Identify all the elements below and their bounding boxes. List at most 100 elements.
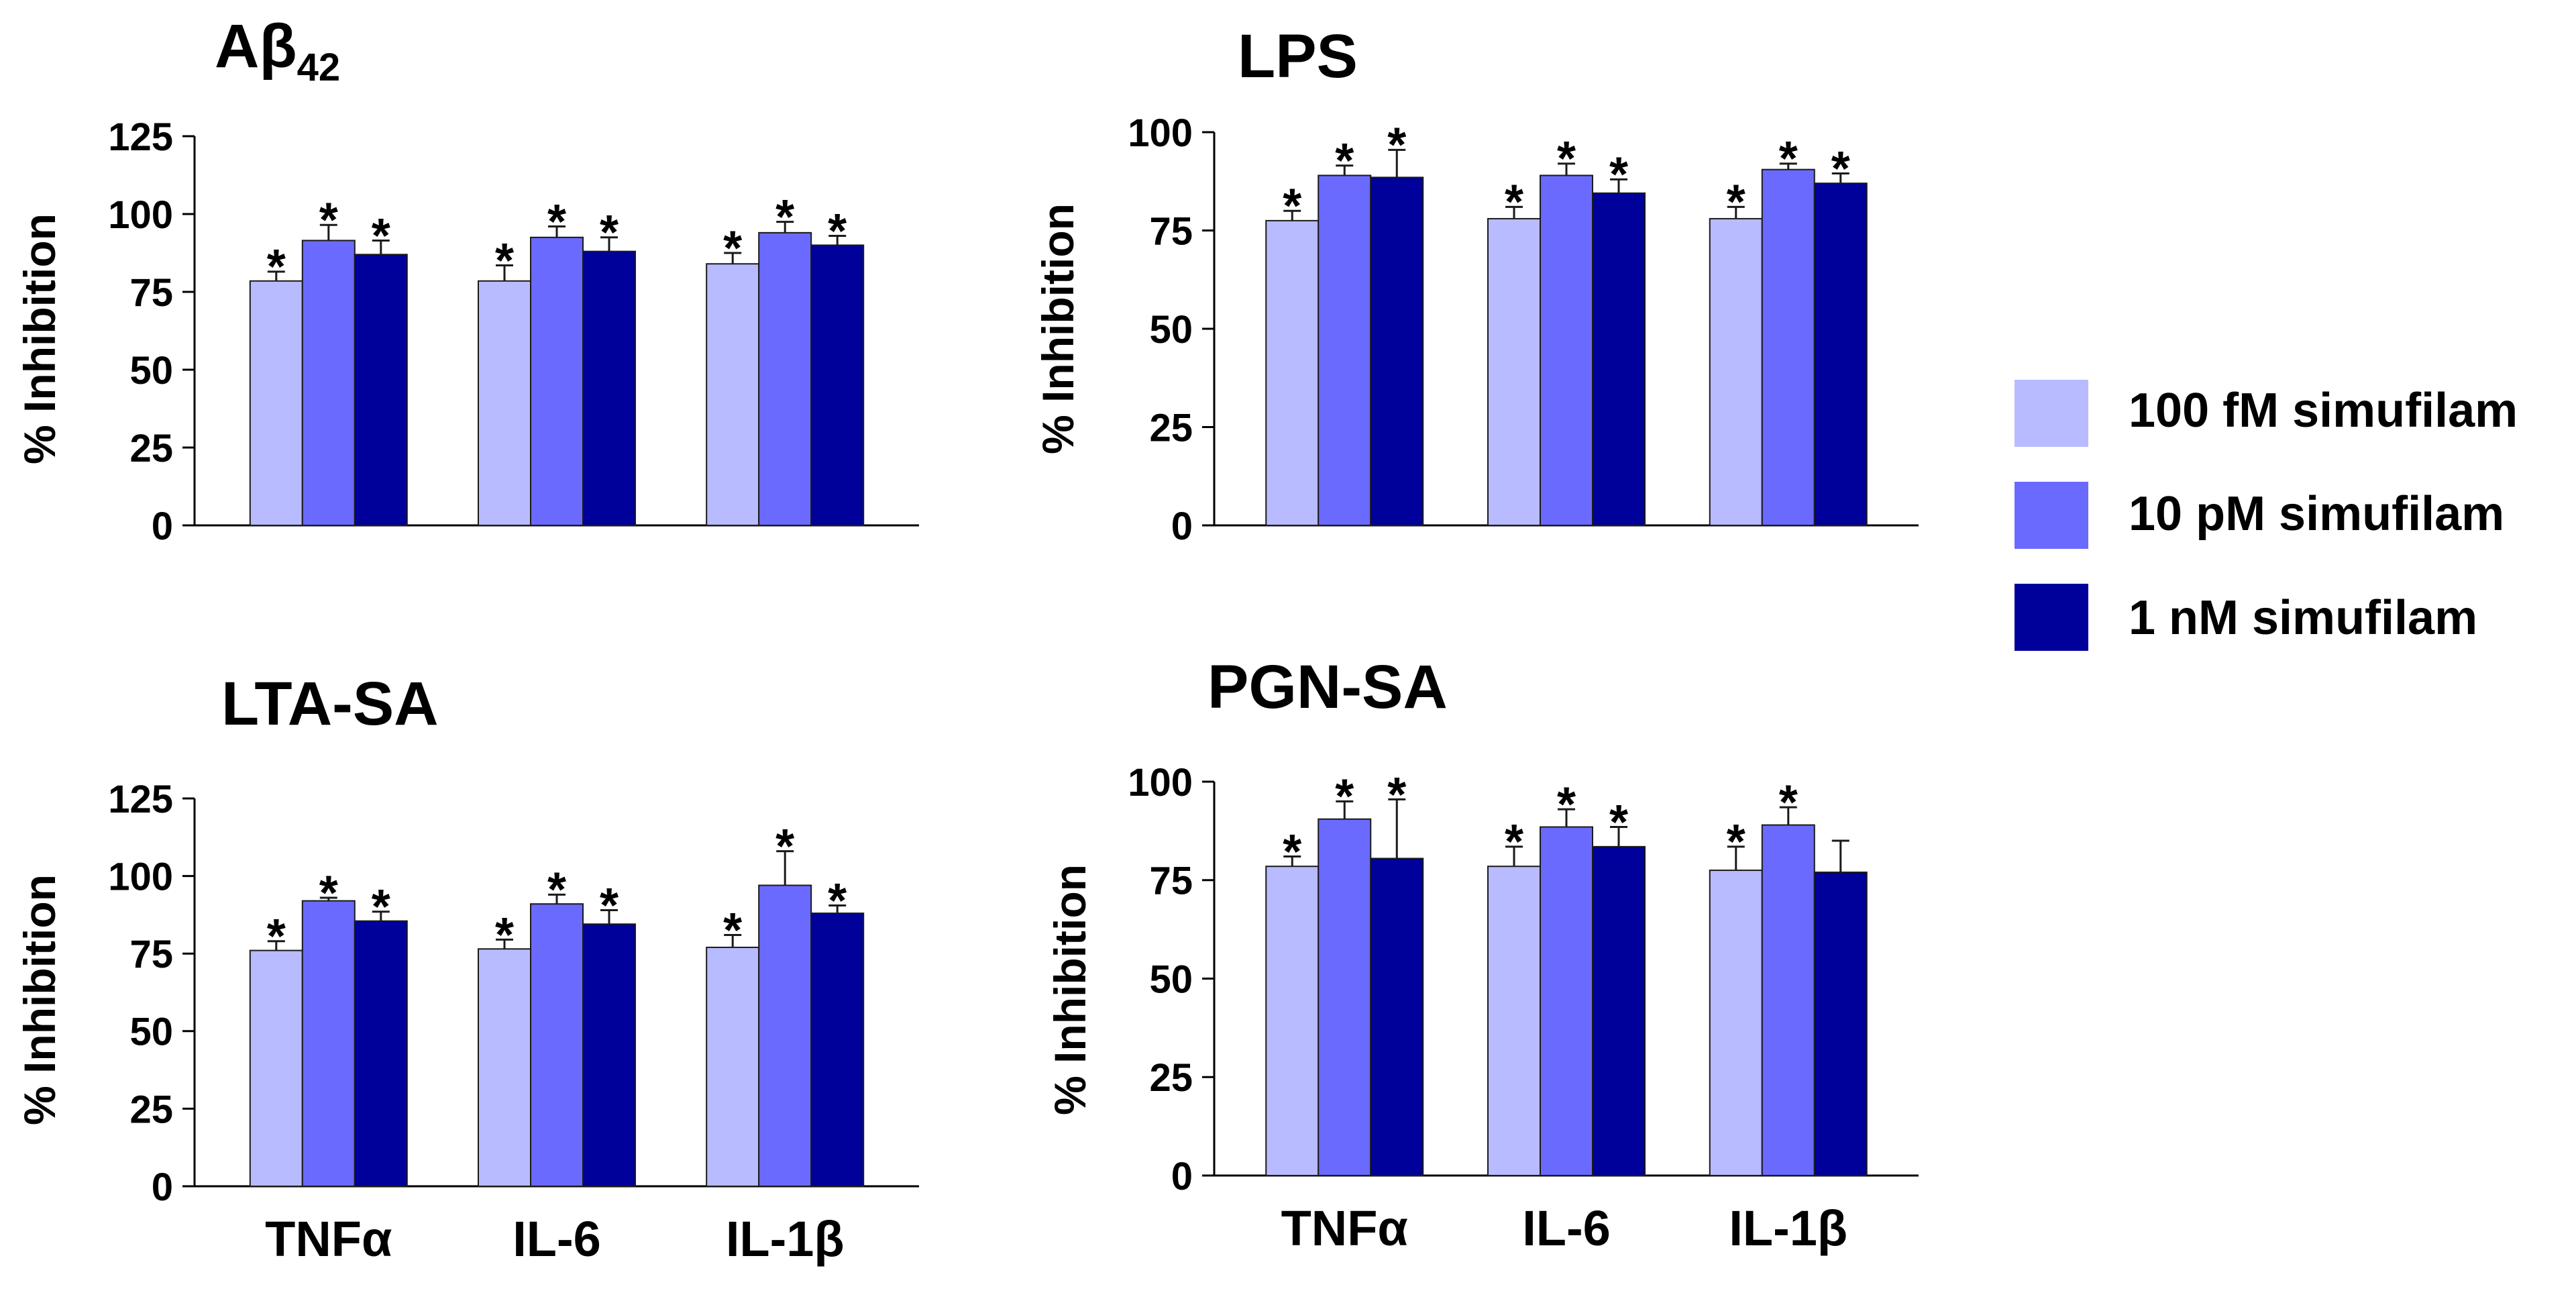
legend-swatch-100fm bbox=[2015, 380, 2088, 447]
legend-label-100fm: 100 fM simufilam bbox=[2129, 384, 2518, 437]
panel-title-main: LPS bbox=[1238, 22, 1358, 91]
bar bbox=[1709, 217, 1763, 526]
significance-star: * bbox=[319, 194, 338, 248]
bar bbox=[582, 250, 636, 526]
bar bbox=[354, 920, 408, 1187]
bar bbox=[1540, 826, 1593, 1176]
y-axis-label: % Inhibition bbox=[1045, 864, 1095, 1115]
y-tick-label: 75 bbox=[1149, 860, 1193, 903]
plot-area: 0 25 50 75 100 125 * * * * * * * * * bbox=[108, 115, 919, 548]
y-tick-label: 50 bbox=[1149, 957, 1193, 1001]
y-tick-label: 125 bbox=[108, 778, 173, 821]
y-tick-label: 50 bbox=[129, 1010, 173, 1054]
bar bbox=[1487, 217, 1541, 526]
plot-area: 0 25 50 75 100 * * * * * * * * * bbox=[1128, 111, 1919, 548]
bar bbox=[758, 884, 812, 1188]
y-tick-label: 0 bbox=[152, 505, 173, 548]
significance-star: * bbox=[828, 874, 847, 928]
bar bbox=[1761, 824, 1815, 1176]
significance-star: * bbox=[267, 910, 286, 964]
bar bbox=[1540, 174, 1593, 526]
y-tick-label: 0 bbox=[152, 1165, 173, 1209]
significance-star: * bbox=[1283, 180, 1301, 233]
panel-title-main: PGN-SA bbox=[1208, 653, 1448, 721]
y-axis-label: % Inhibition bbox=[15, 874, 64, 1125]
bar bbox=[249, 949, 303, 1188]
y-tick-label: 0 bbox=[1171, 505, 1193, 548]
bar bbox=[1370, 176, 1424, 526]
significance-star: * bbox=[1557, 778, 1576, 831]
chart-panel-abeta42: Aβ42 % Inhibition 0 25 50 75 100 125 * * * * * * * * * bbox=[15, 12, 919, 548]
legend-label-1nm: 1 nM simufilam bbox=[2129, 591, 2477, 645]
y-tick-label: 75 bbox=[129, 271, 173, 315]
bar bbox=[301, 240, 356, 526]
bar bbox=[478, 280, 531, 526]
bar bbox=[1370, 857, 1424, 1176]
significance-star: * bbox=[828, 205, 847, 258]
panel-title: Aβ42 bbox=[215, 12, 340, 89]
chart-panel-lta-sa: LTA-SA % Inhibition 0 25 50 75 100 125 * * * TNFα… bbox=[15, 670, 919, 1267]
panel-title-main: LTA-SA bbox=[221, 670, 439, 738]
y-tick-label: 0 bbox=[1171, 1155, 1193, 1198]
panel-title-main: Aβ bbox=[215, 12, 297, 81]
significance-star: * bbox=[1283, 825, 1301, 879]
plot-area: 0 25 50 75 100 125 * * * TNFα * * * IL-6 * * * IL-1β bbox=[108, 778, 919, 1267]
significance-star: * bbox=[372, 880, 390, 934]
panel-title-subscript: 42 bbox=[297, 46, 341, 89]
significance-star: * bbox=[775, 191, 794, 244]
y-tick-label: 25 bbox=[1149, 1056, 1193, 1100]
significance-star: * bbox=[1335, 770, 1354, 824]
y-tick-label: 75 bbox=[129, 933, 173, 976]
bar bbox=[1709, 870, 1763, 1176]
significance-star: * bbox=[1779, 132, 1798, 186]
y-tick-label: 75 bbox=[1149, 209, 1193, 253]
significance-star: * bbox=[547, 195, 566, 249]
y-tick-label: 100 bbox=[108, 855, 173, 898]
significance-star: * bbox=[723, 904, 742, 957]
significance-star: * bbox=[1831, 142, 1850, 196]
bar bbox=[1265, 866, 1320, 1176]
y-tick-label: 50 bbox=[1149, 308, 1193, 352]
bar bbox=[249, 280, 303, 526]
significance-star: * bbox=[1557, 132, 1576, 186]
y-tick-label: 25 bbox=[129, 427, 173, 470]
bar bbox=[1318, 818, 1372, 1176]
x-category-label: IL-6 bbox=[513, 1211, 601, 1267]
significance-star: * bbox=[319, 866, 338, 920]
significance-star: * bbox=[1505, 815, 1523, 869]
bar bbox=[1592, 845, 1646, 1176]
bar bbox=[1487, 866, 1541, 1176]
x-category-label: IL-6 bbox=[1522, 1200, 1611, 1256]
y-tick-label: 100 bbox=[108, 193, 173, 237]
chart-panel-lps: LPS % Inhibition 0 25 50 75 100 * * * * * * * * * bbox=[1033, 22, 1919, 548]
y-axis-label: % Inhibition bbox=[1033, 203, 1083, 454]
bar bbox=[706, 946, 760, 1188]
x-category-label: TNFα bbox=[1281, 1200, 1408, 1256]
significance-star: * bbox=[495, 908, 514, 962]
significance-star: * bbox=[775, 820, 794, 874]
x-category-label: IL-1β bbox=[726, 1211, 845, 1267]
bar bbox=[354, 254, 408, 526]
x-category-label: TNFα bbox=[265, 1211, 392, 1267]
bar bbox=[1318, 174, 1372, 526]
y-tick-label: 125 bbox=[108, 115, 173, 159]
y-tick-label: 25 bbox=[1149, 406, 1193, 450]
bar bbox=[706, 263, 760, 526]
y-tick-label: 100 bbox=[1128, 111, 1193, 155]
bar bbox=[1813, 183, 1868, 526]
bar bbox=[810, 913, 865, 1187]
bar bbox=[1761, 168, 1815, 527]
legend: 100 fM simufilam 10 pM simufilam 1 nM si… bbox=[2015, 380, 2518, 651]
bar bbox=[810, 244, 865, 526]
significance-star: * bbox=[1387, 768, 1406, 822]
bar bbox=[530, 236, 584, 526]
significance-star: * bbox=[723, 221, 742, 275]
bar bbox=[758, 231, 812, 526]
x-category-label: IL-1β bbox=[1729, 1200, 1847, 1256]
legend-label-10pm: 10 pM simufilam bbox=[2129, 487, 2504, 541]
bar bbox=[530, 903, 584, 1187]
significance-star: * bbox=[600, 879, 619, 933]
legend-swatch-1nm bbox=[2015, 584, 2088, 651]
y-tick-label: 100 bbox=[1128, 761, 1193, 804]
